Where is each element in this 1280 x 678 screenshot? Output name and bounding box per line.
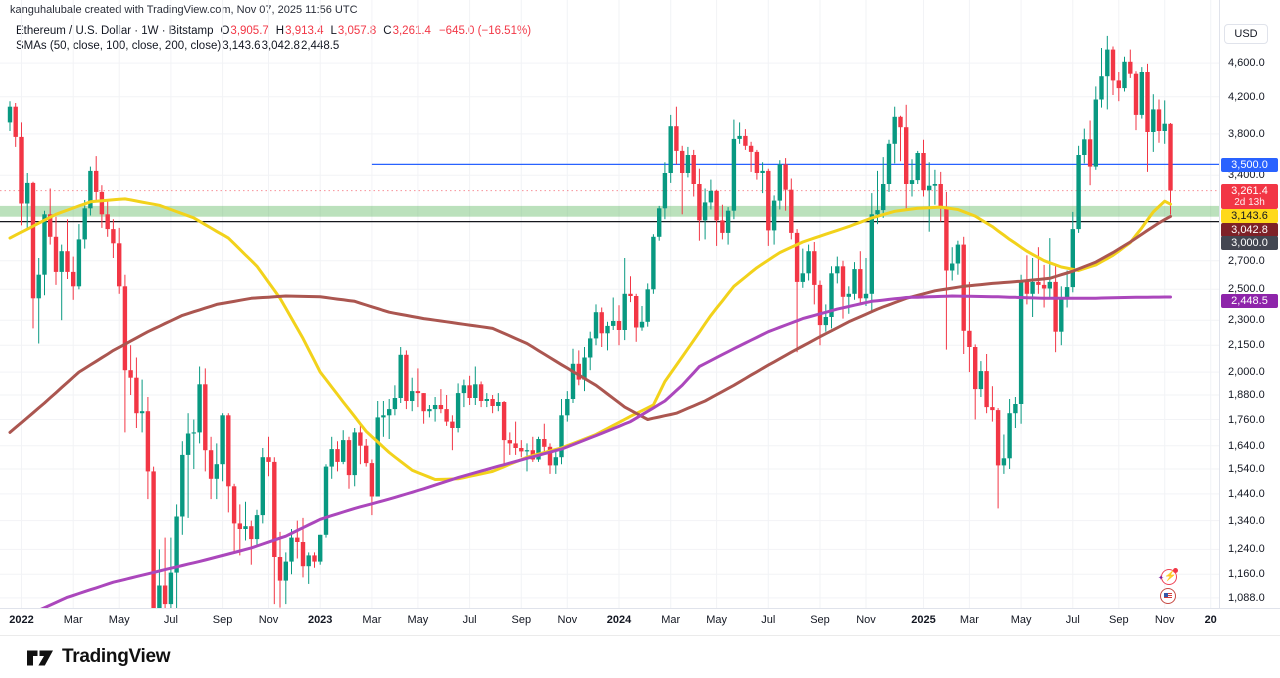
- symbol-info-row[interactable]: Ethereum / U.S. Dollar · 1W · Bitstamp O3…: [16, 24, 531, 39]
- time-tick-label: 2023: [307, 614, 333, 626]
- price-tick-label: 4,200.0: [1228, 90, 1265, 103]
- ohlc-high-label: H: [275, 25, 285, 37]
- us-flag-icon: [1163, 593, 1172, 599]
- price-badge: 3,261.4 2d 13h: [1221, 184, 1278, 209]
- time-tick-label: Sep: [1109, 614, 1129, 626]
- candlestick-chart-canvas[interactable]: [0, 0, 1219, 608]
- time-tick-label: Jul: [1065, 614, 1080, 626]
- time-tick-label: Nov: [856, 614, 876, 626]
- price-tick-label: 1,440.0: [1228, 487, 1265, 500]
- price-tick-label: 1,160.0: [1228, 568, 1265, 581]
- lightning-icon: ⚡: [1164, 571, 1177, 583]
- chart-pane[interactable]: ⚡ ✦: [0, 0, 1219, 608]
- time-tick-label: 2025: [911, 614, 936, 626]
- time-axis[interactable]: 2022 Mar May Jul Sep Nov 2023 Mar May Jul Sep Nov 20…: [0, 608, 1280, 636]
- flash-event-icon[interactable]: ⚡ ✦: [1158, 568, 1178, 585]
- price-tick-label: 3,400.0: [1228, 169, 1265, 182]
- price-tick-label: 1,540.0: [1228, 463, 1265, 475]
- us-economic-event-icon[interactable]: [1160, 588, 1176, 604]
- price-axis[interactable]: USD 4,600.0 4,200.0 3,800.0 3,400.0 2,700.0 2…: [1219, 0, 1280, 632]
- price-tick-label: 4,600.0: [1228, 57, 1265, 70]
- price-badge: 3,500.0: [1221, 158, 1278, 172]
- sma100-value: 3,042.8: [261, 40, 300, 52]
- brand-name: TradingView: [62, 646, 171, 667]
- time-tick-label: Jul: [163, 614, 178, 626]
- price-badge: 3,042.8: [1221, 223, 1278, 237]
- time-tick-label: Mar: [63, 614, 83, 626]
- price-tick-label: 2,000.0: [1228, 366, 1265, 379]
- currency-button[interactable]: USD: [1224, 24, 1268, 44]
- time-tick-label: Jul: [462, 614, 477, 626]
- price-tick-label: 2,500.0: [1228, 283, 1265, 296]
- price-tick-label: 1,088.0: [1228, 591, 1265, 604]
- price-tick-label: 1,760.0: [1228, 413, 1265, 426]
- price-tick-label: 2,150.0: [1228, 339, 1265, 352]
- time-tick-label: Sep: [212, 614, 233, 626]
- ohlc-open-value: 3,905.7: [230, 25, 269, 37]
- time-tick-label: Jul: [761, 614, 776, 626]
- time-tick-label: Mar: [959, 614, 979, 626]
- price-badge: 3,000.0: [1221, 236, 1278, 250]
- symbol-legend: Ethereum / U.S. Dollar · 1W · Bitstamp O3…: [16, 24, 531, 54]
- tradingview-logo-icon: [27, 650, 53, 666]
- ohlc-close-value: 3,261.4: [392, 25, 431, 37]
- sma50-value: 3,143.6: [222, 40, 261, 52]
- time-tick-label: Sep: [511, 614, 532, 626]
- bar-countdown: 2d 13h: [1234, 197, 1265, 208]
- footer-bar: TradingView: [0, 635, 1280, 678]
- change-value: −645.0 (−16.51%): [438, 25, 532, 37]
- ohlc-low-label: L: [330, 25, 337, 37]
- ohlc-high-value: 3,913.4: [285, 25, 324, 37]
- price-tick-label: 2,700.0: [1228, 254, 1265, 267]
- price-tick-label: 2,300.0: [1228, 314, 1265, 327]
- price-tick-label: 1,640.0: [1228, 439, 1265, 452]
- symbol-title: Ethereum / U.S. Dollar · 1W · Bitstamp: [16, 25, 214, 37]
- time-tick-label: Mar: [661, 614, 681, 626]
- time-tick-label: Nov: [557, 614, 578, 626]
- event-dot: [1173, 568, 1178, 573]
- price-tick-label: 1,240.0: [1228, 543, 1265, 556]
- ohlc-low-value: 3,057.8: [337, 25, 377, 37]
- time-tick-label: May: [706, 614, 727, 626]
- ohlc-close-label: C: [383, 25, 392, 37]
- time-tick-label: May: [407, 614, 429, 626]
- attribution-text: kanguhalubale created with TradingView.c…: [10, 4, 358, 16]
- time-tick-label: May: [108, 614, 130, 626]
- ohlc-open-label: O: [220, 25, 230, 37]
- price-tick-label: 1,880.0: [1228, 389, 1265, 401]
- price-tick-label: 3,800.0: [1228, 127, 1265, 140]
- time-tick-label: 2024: [606, 614, 632, 626]
- time-tick-label: 20: [1204, 614, 1217, 626]
- tradingview-brand[interactable]: TradingView: [27, 646, 171, 668]
- price-tick-label: 1,340.0: [1228, 514, 1265, 527]
- sparkle-icon: ✦: [1158, 575, 1164, 582]
- price-badge: 3,143.6: [1221, 209, 1278, 223]
- time-tick-label: Sep: [810, 614, 830, 626]
- sma-indicator-label: SMAs (50, close, 100, close, 200, close): [16, 40, 222, 52]
- time-tick-label: 2022: [9, 614, 34, 626]
- time-tick-label: May: [1010, 614, 1032, 626]
- time-tick-label: Nov: [258, 614, 279, 626]
- price-badge: 2,448.5: [1221, 294, 1278, 308]
- time-tick-label: Nov: [1154, 614, 1175, 626]
- time-tick-label: Mar: [362, 614, 382, 626]
